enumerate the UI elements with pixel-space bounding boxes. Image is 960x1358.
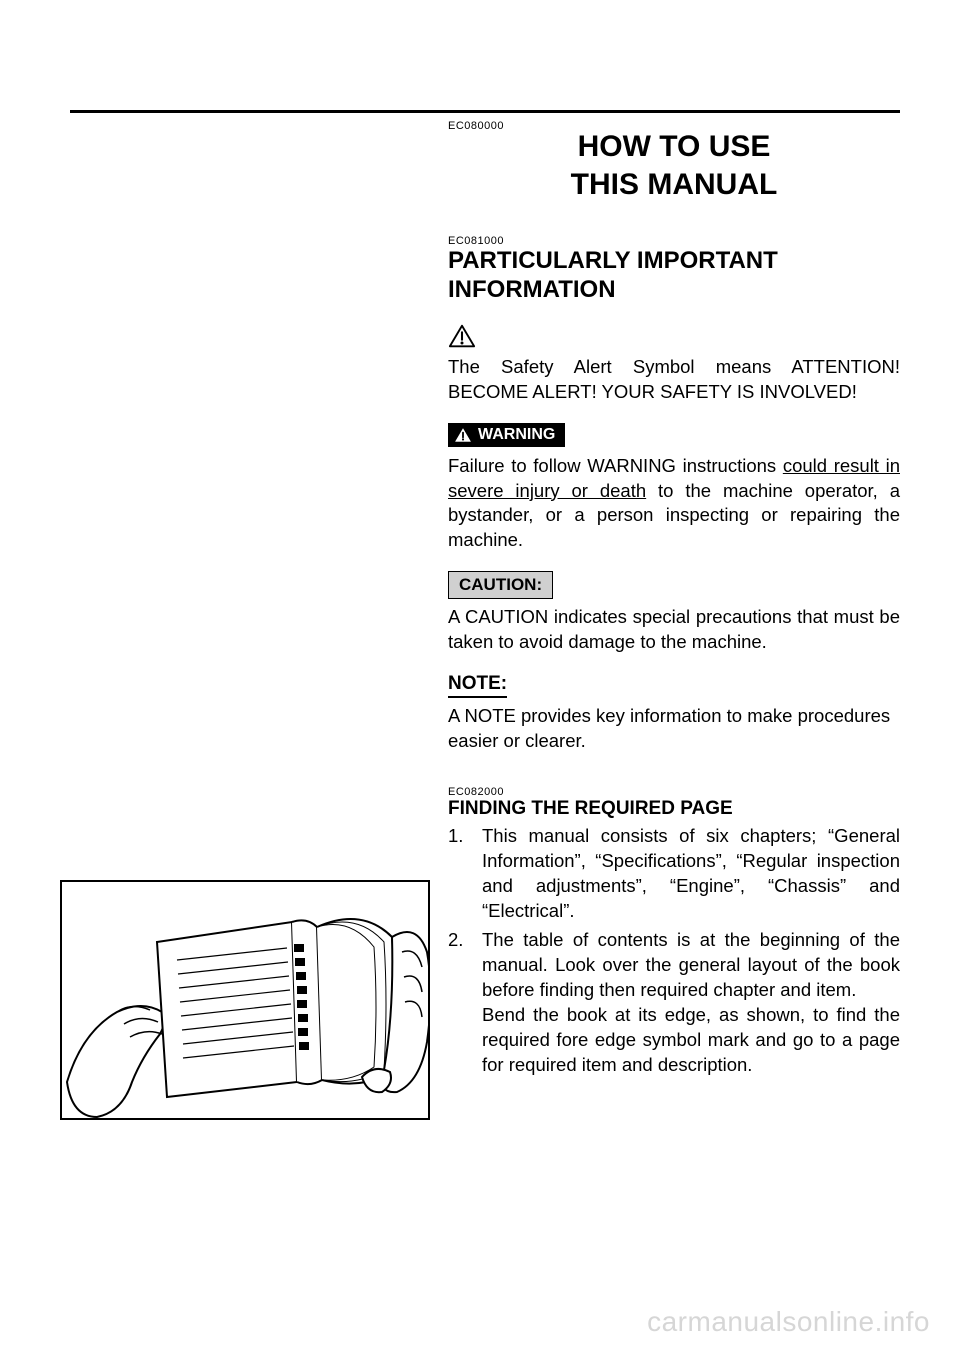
warning-prefix: Failure to follow WARNING instructions [448, 455, 783, 476]
caution-text: A CAUTION indicates special precautions … [448, 605, 900, 655]
finding-list: 1. This manual consists of six chapters;… [448, 824, 900, 1078]
hands-book-illustration [60, 880, 430, 1120]
page: EC080000 HOW TO USE THIS MANUAL EC081000… [0, 0, 960, 1358]
code-important: EC081000 [448, 235, 900, 247]
warning-text: Failure to follow WARNING instructions c… [448, 454, 900, 554]
list-body: This manual consists of six chapters; “G… [482, 824, 900, 924]
warning-badge: WARNING [448, 423, 565, 447]
list-number: 1. [448, 824, 482, 924]
warning-triangle-icon [454, 427, 472, 443]
book-bending-svg [62, 882, 430, 1120]
note-text: A NOTE provides key information to make … [448, 704, 900, 754]
warning-label: WARNING [478, 426, 555, 444]
list-body: The table of contents is at the beginnin… [482, 928, 900, 1078]
left-column [60, 100, 438, 1298]
page-title: HOW TO USE THIS MANUAL [448, 128, 900, 203]
title-line2: THIS MANUAL [571, 168, 778, 201]
list-item: 1. This manual consists of six chapters;… [448, 824, 900, 924]
watermark: carmanualsonline.info [647, 1306, 930, 1338]
safety-alert-triangle-icon [448, 323, 476, 349]
note-label: NOTE: [448, 673, 507, 698]
important-heading: PARTICULARLY IMPORTANT INFORMATION [448, 247, 900, 305]
code-finding: EC082000 [448, 786, 900, 798]
list-item: 2. The table of contents is at the begin… [448, 928, 900, 1078]
right-column: EC080000 HOW TO USE THIS MANUAL EC081000… [438, 100, 900, 1298]
list-number: 2. [448, 928, 482, 1078]
finding-heading: FINDING THE REQUIRED PAGE [448, 798, 900, 820]
important-heading-l2: INFORMATION [448, 276, 616, 303]
two-column-layout: EC080000 HOW TO USE THIS MANUAL EC081000… [60, 100, 900, 1298]
title-line1: HOW TO USE [578, 130, 771, 163]
caution-badge: CAUTION: [448, 571, 553, 599]
important-heading-l1: PARTICULARLY IMPORTANT [448, 247, 778, 274]
safety-alert-text: The Safety Alert Symbol means ATTENTION!… [448, 355, 900, 405]
